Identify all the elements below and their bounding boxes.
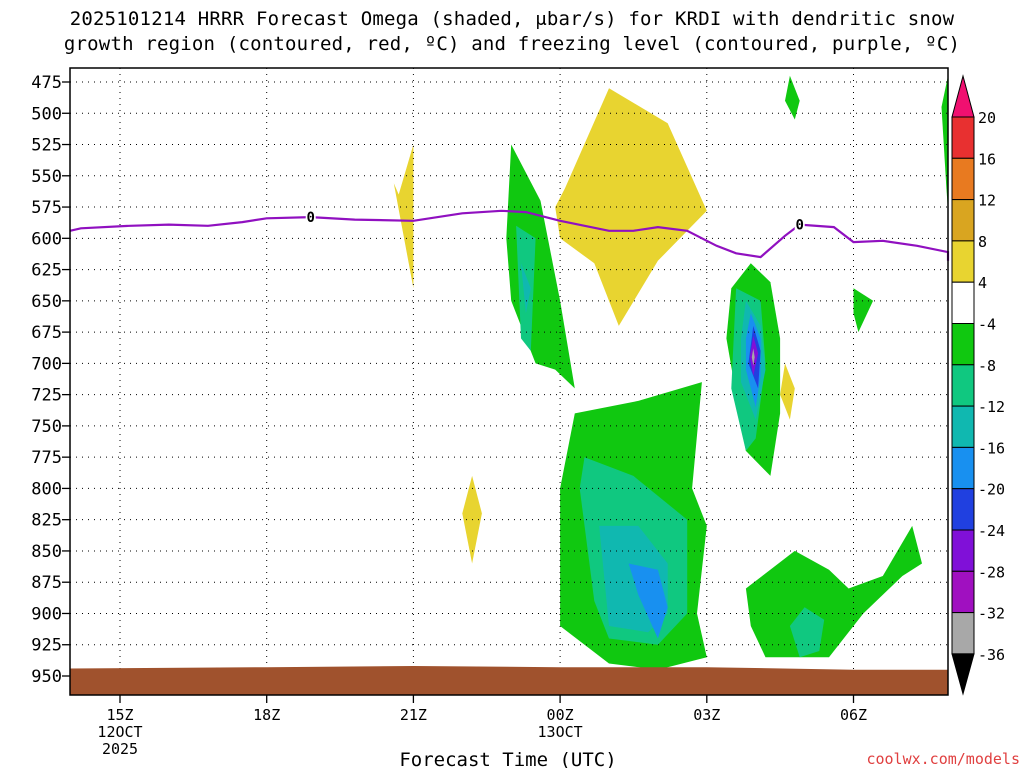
y-tick-label: 525 xyxy=(31,136,62,156)
freezing-level-label: 0 xyxy=(795,218,803,234)
y-tick-label: 925 xyxy=(31,636,62,656)
omega-region-2 xyxy=(780,363,795,420)
omega-shading xyxy=(393,75,948,670)
colorbar-label: -24 xyxy=(978,522,1005,540)
colorbar-bin xyxy=(951,488,975,531)
colorbar-label: -36 xyxy=(978,646,1005,664)
omega-region-1 xyxy=(555,88,707,326)
y-tick-label: 575 xyxy=(31,198,62,218)
colorbar-bin xyxy=(951,281,975,325)
colorbar-label: 12 xyxy=(978,192,996,210)
omega-region-0 xyxy=(393,144,414,289)
y-axis: 475 500 525 550 575 600 625 650 675 700 725 750 775 8… xyxy=(31,73,70,687)
x-tick-label: 21Z xyxy=(400,706,427,724)
x-axis-label: Forecast Time (UTC) xyxy=(399,749,616,768)
colorbar-bin xyxy=(951,446,975,490)
colorbar-label: -12 xyxy=(978,398,1005,416)
colorbar-bottom-arrow xyxy=(951,653,975,696)
y-tick-label: 700 xyxy=(31,354,62,374)
y-tick-label: 550 xyxy=(31,167,62,187)
colorbar-label: 4 xyxy=(978,274,987,292)
y-tick-label: 625 xyxy=(31,261,62,281)
chart-title-line-2: growth region (contoured, red, ºC) and f… xyxy=(63,33,961,55)
colorbar-label: -32 xyxy=(978,605,1005,623)
omega-region-16 xyxy=(521,263,531,314)
y-tick-label: 775 xyxy=(31,448,62,468)
omega-region-6 xyxy=(785,75,800,120)
y-tick-label: 600 xyxy=(31,229,62,249)
x-tick-date: 12OCT xyxy=(97,723,142,741)
colorbar-bin xyxy=(951,364,975,407)
omega-region-8 xyxy=(853,288,874,333)
x-tick-label: 00Z xyxy=(547,706,574,724)
y-tick-label: 675 xyxy=(31,323,62,343)
colorbar-bin xyxy=(951,240,975,283)
y-tick-label: 950 xyxy=(31,667,62,687)
colorbar-label: 8 xyxy=(978,233,987,251)
colorbar-bin xyxy=(951,157,975,201)
x-tick-year: 2025 xyxy=(102,740,138,758)
colorbar-label: -20 xyxy=(978,481,1005,499)
colorbar-label: -28 xyxy=(978,563,1005,581)
colorbar-label: -8 xyxy=(978,357,996,375)
y-tick-label: 500 xyxy=(31,104,62,124)
terrain-fill xyxy=(70,666,948,695)
colorbar-top-arrow xyxy=(951,74,975,118)
colorbar-bin xyxy=(951,529,975,572)
y-tick-label: 850 xyxy=(31,542,62,562)
y-tick-label: 800 xyxy=(31,479,62,499)
x-tick-date: 13OCT xyxy=(538,723,583,741)
omega-region-12 xyxy=(789,607,825,658)
freezing-level-label: 0 xyxy=(306,210,314,226)
x-tick-label: 03Z xyxy=(693,706,720,724)
colorbar-bin xyxy=(951,405,975,448)
omega-region-7 xyxy=(941,75,948,211)
colorbar-label: 20 xyxy=(978,109,996,127)
credit-text: coolwx.com/models xyxy=(866,750,1020,768)
colorbar-bin xyxy=(951,199,975,242)
freezing-label-bg xyxy=(305,210,316,225)
chart-title-line-1: 2025101214 HRRR Forecast Omega (shaded, … xyxy=(69,8,955,30)
colorbar-label: -4 xyxy=(978,316,996,334)
terrain xyxy=(70,666,948,695)
plot-frame xyxy=(69,67,949,696)
y-tick-label: 650 xyxy=(31,292,62,312)
y-tick-label: 900 xyxy=(31,604,62,624)
colorbar-bin xyxy=(951,323,975,366)
colorbar-bin xyxy=(951,612,975,655)
omega-region-10 xyxy=(745,525,922,658)
colorbar-label: 16 xyxy=(978,150,996,168)
freezing-level-line xyxy=(69,209,950,261)
x-tick-label: 18Z xyxy=(253,706,280,724)
y-tick-label: 875 xyxy=(31,573,62,593)
y-tick-label: 725 xyxy=(31,386,62,406)
x-tick-label: 06Z xyxy=(840,706,867,724)
y-tick-label: 825 xyxy=(31,511,62,531)
colorbar-label: -16 xyxy=(978,439,1005,457)
y-tick-label: 750 xyxy=(31,417,62,437)
colorbar: 20 16 12 8 4 -4 -8 -12 -16 -20 -24 -28 -32 -36 xyxy=(951,74,1005,696)
omega-region-18 xyxy=(628,563,668,639)
colorbar-bin xyxy=(951,116,975,159)
colorbar-bin xyxy=(951,570,975,614)
y-tick-label: 475 xyxy=(31,73,62,93)
freezing-label-bg xyxy=(794,217,805,232)
omega-region-22 xyxy=(751,348,755,366)
x-tick-label: 15Z xyxy=(106,706,133,724)
